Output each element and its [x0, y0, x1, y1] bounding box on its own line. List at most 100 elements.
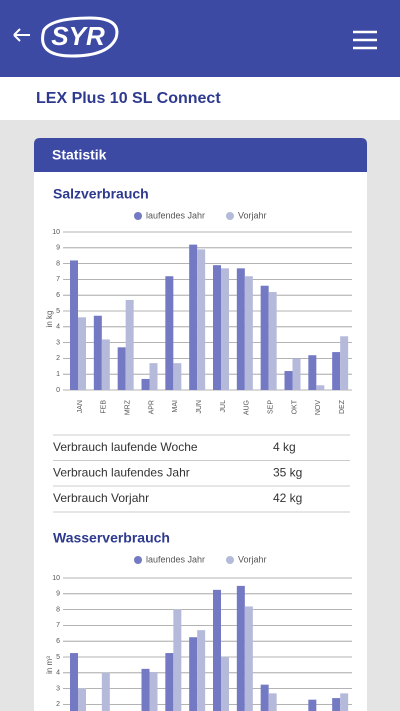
x-tick-label: NOV [315, 400, 322, 416]
bar [236, 585, 245, 711]
bar [173, 609, 182, 711]
y-tick-label: 6 [56, 638, 60, 645]
bar [221, 657, 229, 711]
y-tick-label: 10 [52, 229, 60, 236]
y-tick-label: 4 [56, 324, 60, 331]
x-tick-label: MRZ [125, 399, 132, 415]
legend-dot [226, 556, 234, 564]
card-title: Statistik [52, 147, 107, 163]
legend-dot [134, 556, 142, 564]
y-tick-label: 8 [56, 260, 60, 267]
bar [141, 378, 150, 390]
bar [78, 688, 86, 711]
x-tick-label: APR [148, 400, 155, 414]
bar [149, 363, 158, 390]
bar [221, 268, 229, 390]
y-tick-label: 1 [56, 371, 60, 378]
y-tick-label: 5 [56, 308, 60, 315]
bar [284, 371, 293, 390]
logo: SYR [41, 16, 119, 58]
x-tick-label: OKT [291, 399, 298, 414]
bar [165, 276, 174, 390]
x-tick-label: JUN [196, 400, 203, 414]
x-tick-label: MAI [172, 400, 179, 413]
bar [268, 292, 277, 390]
chart-title: Salzverbrauch [53, 186, 149, 202]
bar [292, 358, 301, 390]
y-tick-label: 5 [56, 654, 60, 661]
bar [213, 265, 221, 390]
bar [101, 672, 110, 711]
x-tick-label: JAN [77, 400, 84, 413]
legend-label: Vorjahr [238, 554, 267, 564]
stat-value: 35 kg [273, 466, 302, 480]
x-tick-label: DEZ [339, 399, 346, 414]
bar [189, 637, 198, 711]
y-tick-label: 2 [56, 355, 60, 362]
stat-value: 42 kg [273, 491, 302, 505]
y-tick-label: 9 [56, 245, 60, 252]
stat-label: Verbrauch laufende Woche [53, 440, 198, 454]
bar [78, 317, 86, 390]
bar [340, 336, 349, 390]
bar [197, 630, 206, 711]
y-tick-label: 7 [56, 276, 60, 283]
bar [70, 653, 78, 711]
bar [332, 352, 341, 390]
bar [173, 363, 182, 390]
y-tick-label: 8 [56, 606, 60, 613]
bar [117, 347, 126, 390]
x-tick-label: JUL [220, 400, 227, 413]
bar [308, 699, 317, 711]
back-button[interactable] [13, 28, 30, 42]
y-axis-label: in kg [45, 311, 54, 328]
x-tick-label: AUG [244, 400, 251, 415]
legend-dot [134, 212, 142, 220]
bar [316, 385, 325, 390]
y-tick-label: 3 [56, 685, 60, 692]
bar [332, 698, 341, 711]
bar [260, 285, 269, 390]
x-tick-label: SEP [268, 400, 275, 414]
bar [268, 693, 277, 711]
stat-value: 4 kg [273, 440, 296, 454]
legend-label: laufendes Jahr [146, 554, 205, 564]
card [34, 138, 367, 711]
bar [101, 339, 110, 390]
bar [244, 276, 253, 390]
stat-label: Verbrauch Vorjahr [53, 491, 149, 505]
y-tick-label: 0 [56, 387, 60, 394]
chart-title: Wasserverbrauch [53, 530, 170, 546]
bar [165, 653, 174, 711]
bar [308, 355, 317, 390]
bar [197, 249, 206, 390]
y-tick-label: 10 [52, 575, 60, 582]
bar [260, 684, 269, 711]
bar [149, 672, 158, 711]
bar [244, 606, 253, 711]
stat-label: Verbrauch laufendes Jahr [53, 466, 190, 480]
legend-label: Vorjahr [238, 210, 267, 220]
bar [125, 299, 134, 390]
card-header [34, 138, 367, 172]
legend-label: laufendes Jahr [146, 210, 205, 220]
menu-button[interactable] [353, 30, 377, 50]
bar [189, 244, 198, 390]
bar [213, 589, 221, 711]
y-axis-label: in m³ [45, 656, 54, 674]
y-tick-label: 4 [56, 670, 60, 677]
bar [70, 260, 78, 390]
y-tick-label: 7 [56, 622, 60, 629]
logo-text: SYR [51, 21, 105, 51]
device-title: LEX Plus 10 SL Connect [36, 90, 221, 107]
title-bar [0, 77, 400, 120]
bar [340, 693, 349, 711]
bar [236, 268, 245, 390]
bar [93, 315, 102, 390]
y-tick-label: 9 [56, 591, 60, 598]
y-tick-label: 2 [56, 701, 60, 708]
y-tick-label: 3 [56, 339, 60, 346]
x-tick-label: FEB [101, 400, 108, 414]
y-tick-label: 6 [56, 292, 60, 299]
